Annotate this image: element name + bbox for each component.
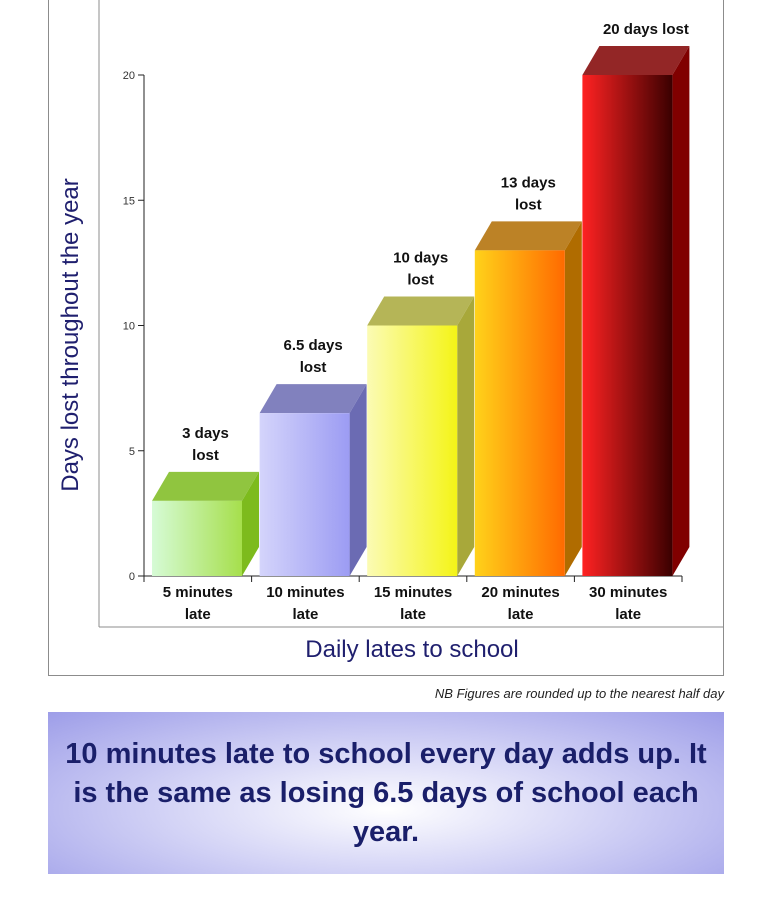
- bar-top: [367, 296, 475, 326]
- bar-front: [259, 413, 350, 576]
- banner-message: 10 minutes late to school every day adds…: [65, 737, 707, 848]
- bar: [582, 46, 690, 576]
- bar-top: [259, 384, 367, 414]
- bar-top: [582, 46, 690, 75]
- x-tick-label: late: [615, 606, 641, 623]
- bar: [474, 221, 582, 576]
- x-tick-label: late: [400, 606, 426, 623]
- bar-front: [367, 325, 458, 576]
- x-tick-label: 10 minutes: [266, 584, 344, 601]
- x-tick-label: 30 minutes: [589, 584, 667, 601]
- x-tick-label: late: [292, 606, 318, 623]
- data-label: 10 days: [393, 250, 448, 267]
- bar-side: [457, 296, 475, 576]
- bar-side: [564, 221, 582, 576]
- data-label: 6.5 days: [283, 337, 342, 354]
- data-label: lost: [515, 196, 542, 213]
- rounding-note: NB Figures are rounded up to the nearest…: [434, 686, 724, 701]
- data-label: 3 days: [182, 425, 229, 442]
- bar: [152, 471, 259, 576]
- y-axis-label: Days lost throughout the year: [57, 178, 84, 492]
- y-tick-label: 15: [123, 195, 135, 207]
- x-axis-label: Daily lates to school: [305, 636, 519, 663]
- x-tick-label: 15 minutes: [374, 584, 452, 601]
- data-label: lost: [192, 447, 219, 464]
- message-banner: 10 minutes late to school every day adds…: [48, 712, 724, 874]
- data-label: 20 days lost: [603, 21, 689, 38]
- x-tick-label: 20 minutes: [481, 584, 559, 601]
- bar: [259, 384, 367, 576]
- y-tick-label: 20: [123, 70, 135, 82]
- bar-side: [242, 471, 259, 576]
- bar: [367, 296, 475, 576]
- bar-front: [582, 75, 673, 576]
- bar-front: [152, 500, 242, 576]
- bar-top: [474, 221, 582, 251]
- y-tick-label: 10: [123, 321, 135, 333]
- bar-front: [474, 250, 565, 576]
- y-tick-label: 0: [129, 571, 135, 583]
- data-label: lost: [300, 359, 327, 376]
- bar-top: [152, 471, 259, 501]
- bar-side: [349, 384, 367, 576]
- x-tick-label: 5 minutes: [163, 584, 233, 601]
- x-tick-label: late: [185, 606, 211, 623]
- data-label: 13 days: [501, 174, 556, 191]
- data-label: lost: [407, 272, 434, 289]
- bar-chart: 0 5 10 15 20 3 days lost 5 minutes late 6.5 days l…: [98, 0, 724, 628]
- chart-frame: [48, 0, 724, 676]
- y-tick-label: 5: [129, 446, 135, 458]
- x-tick-label: late: [508, 606, 534, 623]
- bar-side: [672, 46, 690, 576]
